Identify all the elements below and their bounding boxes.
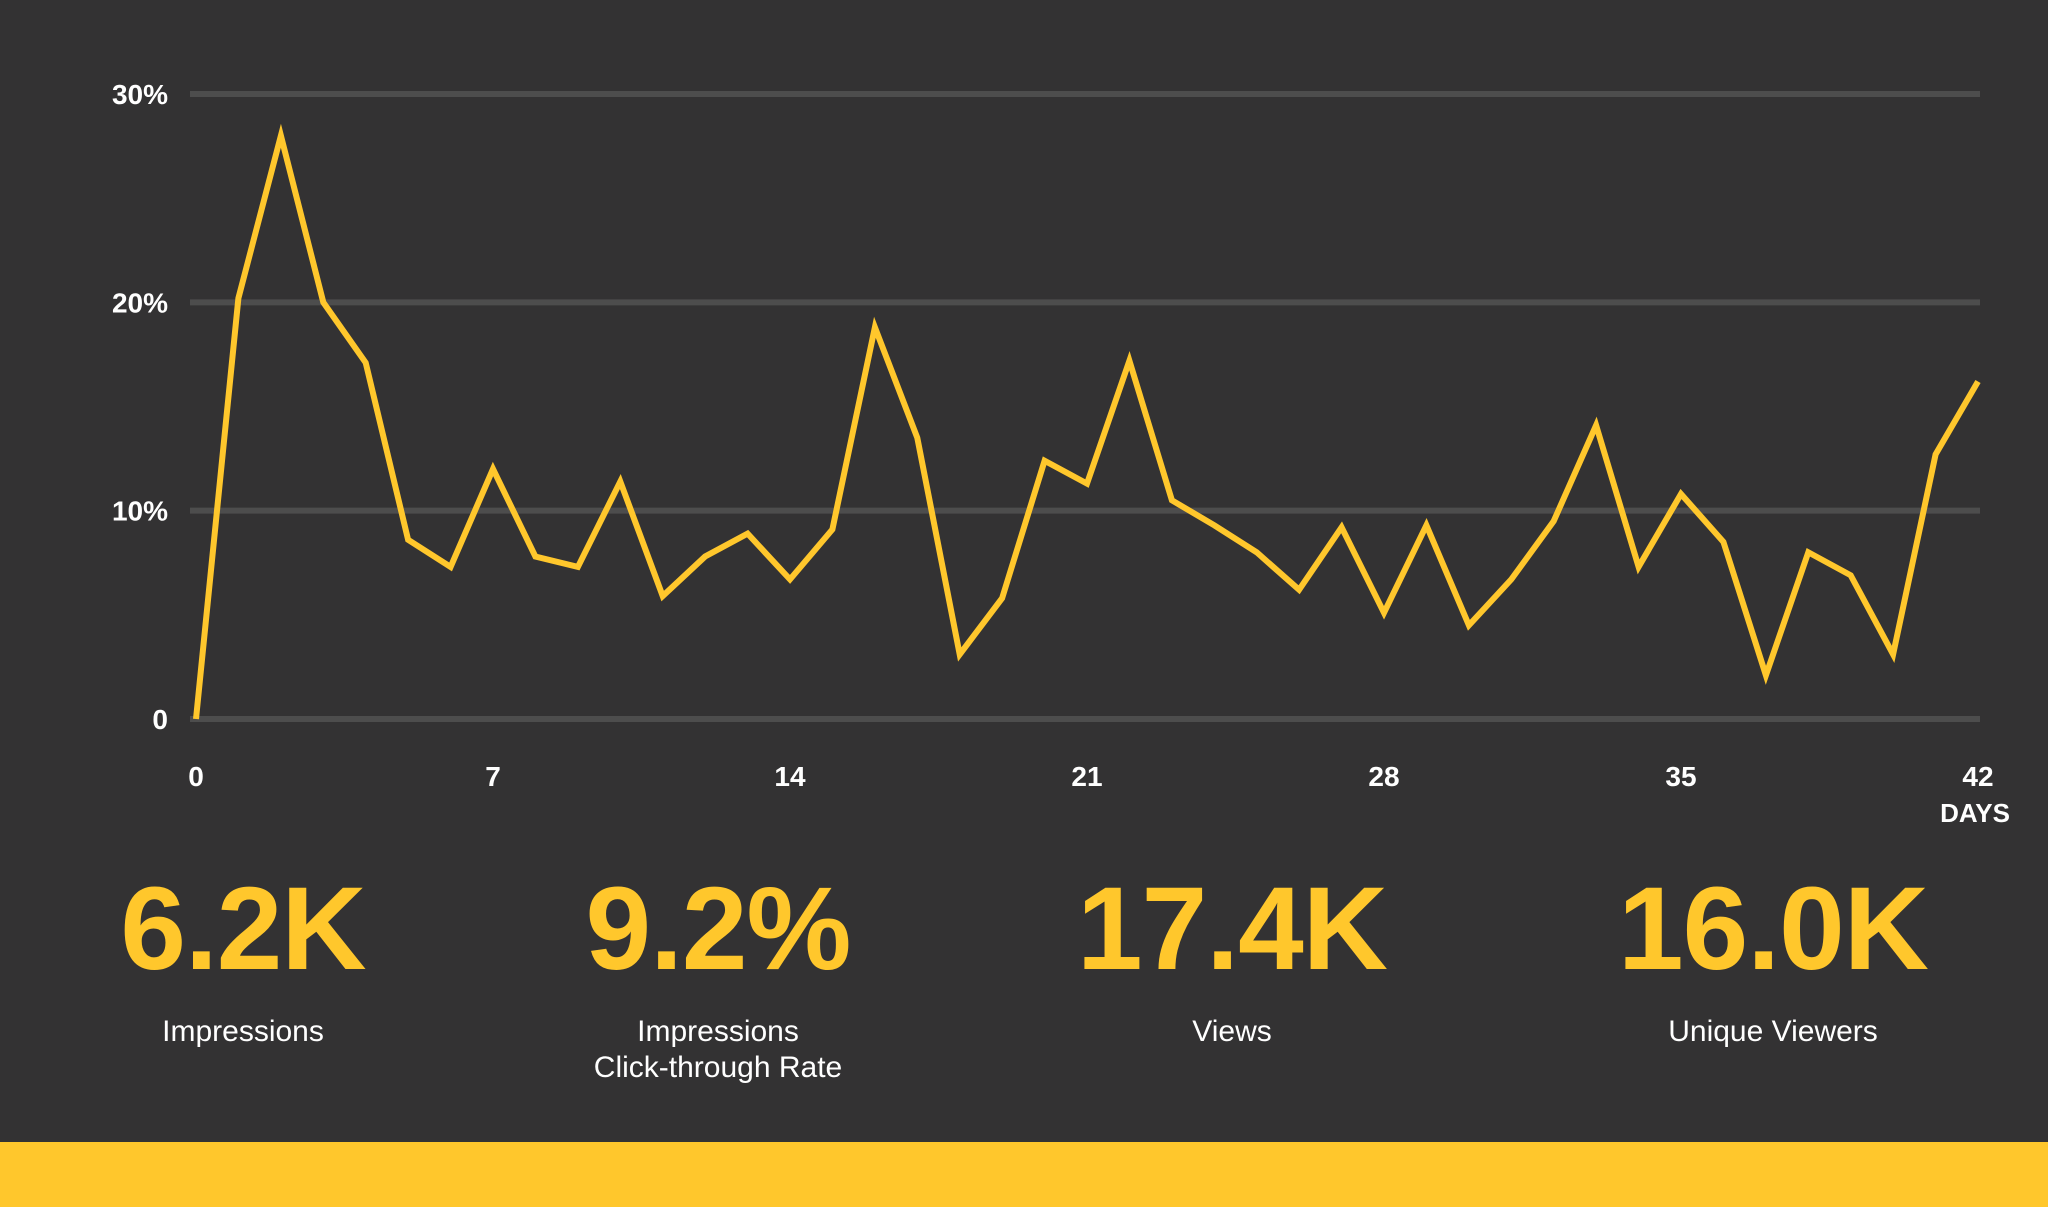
stat-label: Impressions Click-through Rate: [593, 1015, 843, 1084]
x-tick-label: 7: [485, 761, 501, 792]
series-line: [193, 123, 1981, 720]
series-group: [193, 123, 1981, 720]
x-tick-label: 21: [1071, 761, 1102, 792]
x-tick-label: 14: [774, 761, 806, 792]
stat-value: 17.4K: [1077, 863, 1388, 995]
y-tick-label: 0: [152, 704, 168, 735]
stat-label: Views: [1192, 1015, 1272, 1048]
stat-value: 16.0K: [1618, 863, 1929, 995]
stats-row: 6.2K Impressions 9.2% Impressions Click-…: [0, 870, 2048, 1110]
y-tick-label: 30%: [112, 79, 168, 110]
stat-value: 6.2K: [120, 863, 366, 995]
stat-label: Unique Viewers: [1668, 1015, 1878, 1048]
stat-value: 9.2%: [585, 863, 852, 995]
ctr-line-chart: 0 10% 20% 30% 0 7 14 21 28 35 42 DAYS: [112, 79, 2010, 828]
x-tick-label: 35: [1665, 761, 1696, 792]
x-axis-ticks: 0 7 14 21 28 35 42: [188, 761, 1993, 792]
x-axis-unit-label: DAYS: [1940, 798, 2010, 828]
stat-ctr: 9.2% Impressions Click-through Rate: [458, 870, 978, 1086]
footer-accent-band: [0, 1142, 2048, 1207]
x-tick-label: 42: [1962, 761, 1993, 792]
y-axis-ticks: 0 10% 20% 30%: [112, 79, 168, 735]
stat-label: Impressions: [162, 1015, 324, 1048]
y-tick-label: 10%: [112, 496, 168, 527]
gridlines: [190, 91, 1980, 722]
x-tick-label: 28: [1368, 761, 1399, 792]
stat-unique-viewers: 16.0K Unique Viewers: [1513, 870, 2033, 1050]
stat-impressions: 6.2K Impressions: [0, 870, 503, 1050]
y-tick-label: 20%: [112, 287, 168, 318]
x-tick-label: 0: [188, 761, 204, 792]
stat-views: 17.4K Views: [972, 870, 1492, 1050]
